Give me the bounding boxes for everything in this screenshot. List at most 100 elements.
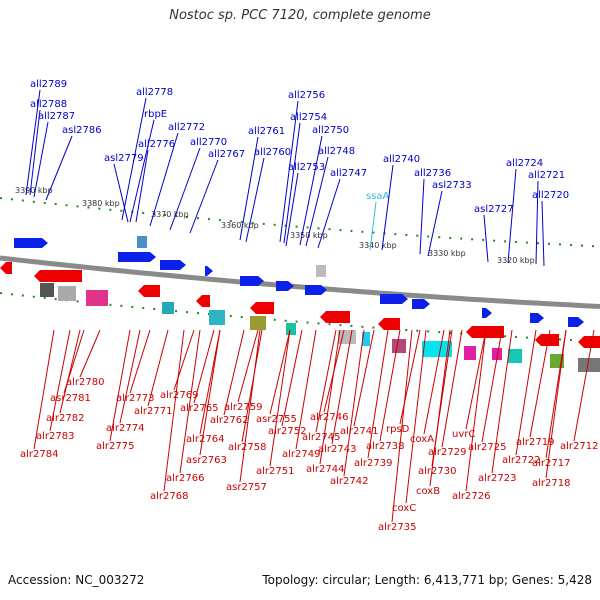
- feature-box: [362, 332, 370, 346]
- forward-gene-label: asl2727: [474, 204, 514, 215]
- forward-leader-line: [427, 190, 443, 257]
- reverse-leader-line: [353, 329, 375, 427]
- accession-label: Accession:: [8, 573, 72, 587]
- reverse-gene-label: alr2751: [256, 466, 294, 477]
- forward-leader-line: [381, 164, 394, 251]
- reverse-leader-line: [465, 329, 487, 492]
- forward-leader-line: [121, 97, 147, 221]
- forward-leader-line: [419, 178, 425, 255]
- feature-box: [86, 290, 108, 306]
- reverse-leader-line: [573, 329, 595, 442]
- reverse-leader-line: [545, 329, 567, 479]
- reverse-gene-label: alr2718: [532, 478, 570, 489]
- reverse-leader-line: [33, 329, 55, 450]
- reverse-leader-line: [441, 329, 463, 448]
- forward-gene-arrow: [482, 308, 492, 318]
- reverse-gene-label: alr2759: [224, 402, 262, 413]
- reverse-leader-line: [173, 329, 195, 391]
- reverse-gene-label: alr2784: [20, 449, 58, 460]
- reverse-gene-label: alr2717: [532, 458, 570, 469]
- forward-gene-label: all2772: [168, 122, 205, 133]
- reverse-gene-label: alr2768: [150, 491, 188, 502]
- ruler-tick-label: 3370 kbp: [151, 210, 189, 219]
- reverse-gene-arrow: [34, 270, 82, 282]
- forward-gene-arrow: [276, 281, 294, 291]
- reverse-gene-label: alr2726: [452, 491, 490, 502]
- forward-leader-line: [129, 119, 155, 223]
- feature-box: [492, 348, 502, 360]
- reverse-gene-label: asr2757: [226, 482, 267, 493]
- reverse-gene-arrow: [535, 334, 559, 346]
- genome-summary: Topology: circular; Length: 6,413,771 bp…: [262, 573, 592, 587]
- forward-leader-line: [285, 172, 299, 247]
- feature-box: [464, 346, 476, 360]
- ruler-tick-label: 3340 kbp: [359, 241, 397, 250]
- forward-gene-label: all2787: [38, 111, 75, 122]
- reverse-gene-label: alr2773: [116, 393, 154, 404]
- genome-title: Nostoc sp. PCC 7120, complete genome: [169, 8, 431, 23]
- forward-gene-label: all2740: [383, 154, 420, 165]
- reverse-gene-label: alr2765: [180, 403, 218, 414]
- reverse-leader-line: [237, 329, 259, 403]
- reverse-gene-label: asr2781: [50, 393, 91, 404]
- forward-gene-arrow: [14, 238, 48, 248]
- reverse-leader-line: [199, 329, 221, 435]
- reverse-leader-line: [405, 329, 427, 504]
- forward-gene-label: ssaA: [366, 191, 390, 202]
- reverse-leader-line: [367, 329, 389, 459]
- forward-leader-line: [135, 149, 149, 223]
- ruler-tick-label: 3380 kbp: [82, 199, 120, 208]
- feature-box: [58, 286, 76, 301]
- forward-gene-label: all2778: [136, 87, 173, 98]
- feature-box: [422, 341, 452, 357]
- reverse-gene-label: coxC: [392, 503, 416, 514]
- forward-gene-label: all2750: [312, 125, 349, 136]
- accession-info: Accession: NC_003272: [8, 573, 144, 587]
- reverse-gene-label: alr2730: [418, 466, 456, 477]
- forward-leader-line: [507, 168, 517, 264]
- reverse-leader-line: [79, 329, 101, 378]
- forward-gene-label: all2761: [248, 126, 285, 137]
- reverse-leader-line: [331, 329, 353, 445]
- reverse-leader-line: [281, 329, 303, 427]
- forward-leader-line: [113, 163, 129, 223]
- forward-gene-label: all2776: [138, 139, 175, 150]
- forward-leader-line: [283, 122, 301, 244]
- reverse-gene-label: alr2769: [160, 390, 198, 401]
- reverse-gene-label: uvrC: [452, 429, 475, 440]
- reverse-gene-label: alr2738: [366, 441, 404, 452]
- reverse-leader-line: [399, 329, 421, 425]
- forward-gene-label: all2753: [288, 162, 325, 173]
- reverse-gene-label: alr2719: [516, 437, 554, 448]
- feature-box: [508, 349, 522, 363]
- reverse-leader-line: [239, 329, 261, 483]
- reverse-gene-label: coxA: [410, 434, 434, 445]
- reverse-leader-line: [179, 329, 201, 474]
- reverse-gene-label: alr2782: [46, 413, 84, 424]
- reverse-leader-line: [429, 329, 451, 487]
- reverse-gene-label: asr2763: [186, 455, 227, 466]
- forward-gene-label: all2789: [30, 79, 67, 90]
- reverse-leader-line: [269, 329, 291, 467]
- forward-leader-line: [239, 136, 259, 241]
- forward-gene-arrow: [240, 276, 264, 286]
- reverse-leader-line: [423, 329, 445, 435]
- reverse-gene-arrow: [0, 262, 12, 274]
- ruler-tick-label: 3320 kbp: [497, 256, 535, 265]
- forward-gene-label: all2736: [414, 168, 451, 179]
- upper-dotted-ruler: [0, 197, 600, 248]
- reverse-gene-arrow: [466, 326, 504, 338]
- reverse-gene-arrow: [578, 336, 600, 348]
- reverse-leader-line: [59, 329, 81, 414]
- forward-leader-line: [25, 89, 41, 196]
- reverse-leader-line: [49, 329, 71, 432]
- reverse-leader-line: [315, 329, 337, 433]
- forward-leader-line: [29, 109, 41, 196]
- feature-box: [137, 236, 147, 248]
- reverse-leader-line: [295, 329, 317, 450]
- forward-leader-line: [279, 100, 299, 243]
- reverse-leader-line: [119, 329, 141, 424]
- reverse-leader-line: [515, 329, 537, 456]
